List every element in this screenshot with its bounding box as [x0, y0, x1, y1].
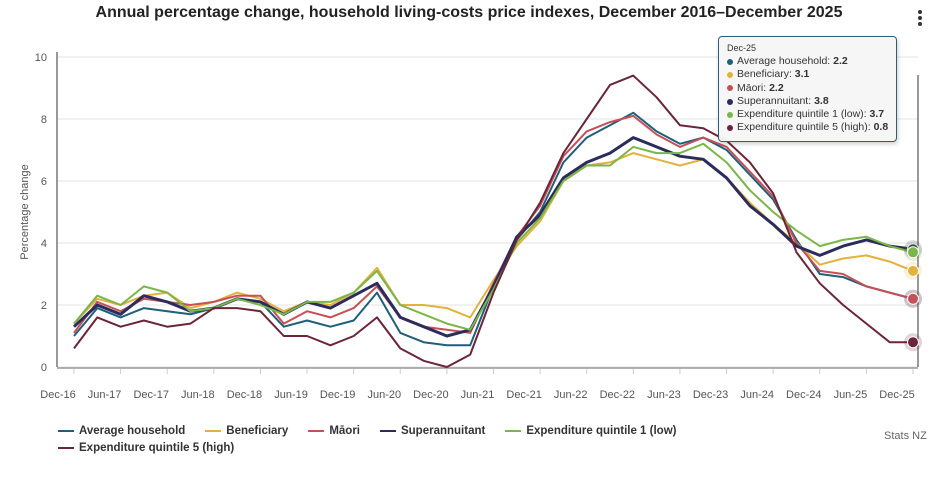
x-tick-label: Jun-18 — [181, 389, 215, 401]
series-dot-icon — [727, 125, 733, 132]
x-tick-label: Jun-23 — [647, 389, 681, 401]
tooltip-row: Expenditure quintile 5 (high): 0.8 — [727, 121, 888, 134]
legend-item-2[interactable]: Māori — [308, 425, 360, 437]
tooltip-value: 0.8 — [873, 121, 889, 134]
hover-marker-5[interactable] — [907, 336, 919, 349]
legend-swatch — [505, 430, 522, 432]
legend-item-1[interactable]: Beneficiary — [205, 425, 288, 437]
x-tick-label: Dec-19 — [320, 389, 355, 401]
legend-swatch — [58, 430, 74, 432]
legend-swatch — [308, 430, 325, 432]
y-axis-label: Percentage change — [19, 164, 31, 259]
x-tick-label: Jun-24 — [740, 389, 774, 401]
series-line-5[interactable] — [73, 74, 913, 368]
tooltip-period: Dec-25 — [727, 43, 757, 53]
legend-item-3[interactable]: Superannuitant — [379, 425, 486, 437]
tooltip-label: Expenditure quintile 1 (low): — [737, 108, 870, 121]
legend-swatch — [58, 447, 74, 449]
x-tick-label: Jun-21 — [461, 389, 495, 401]
tooltip-row: Average household: 2.2 — [727, 55, 888, 68]
legend-label: Expenditure quintile 5 (high) — [79, 442, 235, 454]
hover-marker-1[interactable] — [907, 264, 919, 277]
series-dot-icon — [727, 111, 733, 118]
hover-marker-4[interactable] — [907, 246, 919, 259]
legend-item-0[interactable]: Average household — [58, 425, 185, 437]
x-tick-label: Dec-21 — [506, 389, 541, 401]
tooltip-label: Expenditure quintile 5 (high): — [737, 121, 874, 134]
legend-label: Expenditure quintile 1 (low) — [526, 425, 677, 437]
series-dot-icon — [727, 85, 733, 92]
legend-label: Māori — [329, 425, 360, 437]
y-tick-label: 10 — [35, 52, 47, 64]
x-tick-label: Dec-18 — [227, 389, 262, 401]
x-tick-label: Jun-22 — [554, 389, 588, 401]
tooltip-label: Average household: — [737, 55, 834, 67]
legend-label: Average household — [79, 425, 186, 437]
x-tick-label: Dec-16 — [40, 389, 75, 401]
legend-swatch — [379, 430, 396, 432]
credit[interactable]: Stats NZ — [884, 430, 927, 442]
tooltip-value: 3.1 — [794, 68, 810, 81]
x-tick-label: Jun-20 — [367, 389, 401, 401]
legend-label: Beneficiary — [226, 425, 289, 437]
x-tick-label: Jun-25 — [834, 389, 868, 401]
tooltip-row: Māori: 2.2 — [727, 82, 888, 95]
tooltip-label: Beneficiary: — [737, 68, 795, 81]
tooltip-label: Superannuitant: — [737, 94, 815, 107]
tooltip: Dec-25 Average household: 2.2 Beneficiary… — [718, 36, 898, 142]
kebab-dot-icon — [918, 22, 922, 26]
x-tick-label: Dec-22 — [600, 389, 635, 401]
y-tick-label: 0 — [41, 362, 47, 374]
tooltip-value: 2.2 — [833, 55, 848, 67]
chart-menu-button[interactable] — [912, 8, 928, 30]
y-tick-label: 4 — [41, 238, 47, 250]
x-tick-label: Dec-23 — [693, 389, 728, 401]
x-tick-label: Jun-17 — [88, 389, 122, 401]
tooltip-row: Beneficiary: 3.1 — [727, 68, 888, 81]
kebab-dot-icon — [918, 16, 922, 20]
legend-swatch — [205, 430, 222, 432]
tooltip-value: 2.2 — [769, 81, 784, 94]
tooltip-row: Superannuitant: 3.8 — [727, 95, 888, 108]
legend-item-4[interactable]: Expenditure quintile 1 (low) — [505, 425, 676, 437]
hover-marker-2[interactable] — [907, 292, 919, 305]
kebab-dot-icon — [918, 10, 922, 14]
tooltip-value: 3.8 — [814, 94, 829, 107]
series-dot-icon — [727, 71, 733, 78]
x-tick-label: Dec-24 — [786, 389, 821, 401]
y-tick-label: 2 — [41, 300, 47, 312]
series-dot-icon — [727, 58, 733, 65]
tooltip-row: Expenditure quintile 1 (low): 3.7 — [727, 108, 888, 121]
legend-item-5[interactable]: Expenditure quintile 5 (high) — [58, 442, 234, 454]
legend: Average household Beneficiary Māori Superan… — [58, 425, 873, 454]
chart-title: Annual percentage change, household livi… — [95, 4, 843, 21]
x-tick-label: Dec-20 — [413, 389, 448, 401]
x-tick-label: Dec-25 — [879, 389, 914, 401]
x-tick-label: Jun-19 — [274, 389, 308, 401]
x-tick-label: Dec-17 — [133, 389, 168, 401]
y-tick-label: 6 — [41, 176, 47, 188]
series-dot-icon — [727, 98, 733, 105]
y-tick-label: 8 — [41, 114, 47, 126]
tooltip-value: 3.7 — [869, 108, 885, 121]
tooltip-label: Māori: — [737, 81, 770, 94]
legend-label: Superannuitant — [400, 425, 486, 437]
